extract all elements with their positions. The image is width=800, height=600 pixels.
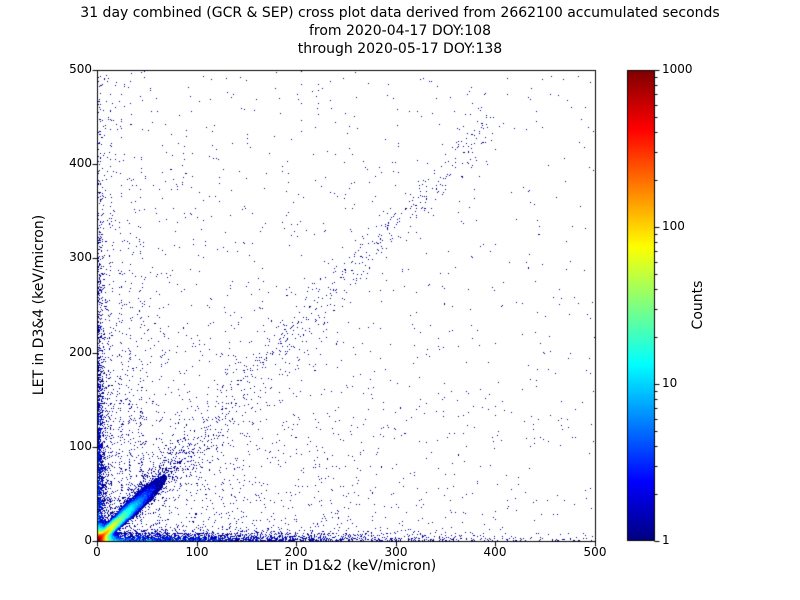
x-axis-label: LET in D1&2 (keV/micron) bbox=[255, 558, 437, 574]
x-tick-label: 300 bbox=[384, 545, 408, 559]
y-tick-label: 300 bbox=[69, 250, 92, 264]
y-axis-label: LET in D3&4 (keV/micron) bbox=[31, 214, 47, 396]
y-tick-label: 100 bbox=[69, 439, 92, 453]
colorbar-tick-label: 1 bbox=[662, 533, 670, 547]
colorbar-tick-label: 100 bbox=[662, 219, 685, 233]
y-tick-label: 200 bbox=[69, 345, 92, 359]
x-tick-label: 400 bbox=[483, 545, 507, 559]
colorbar-label: Counts bbox=[690, 280, 706, 330]
x-tick-label: 0 bbox=[93, 545, 101, 559]
x-tick-label: 500 bbox=[583, 545, 607, 559]
colorbar-tick-label: 1000 bbox=[662, 62, 693, 76]
y-tick-label: 0 bbox=[84, 533, 92, 547]
chart-title-line1: 31 day combined (GCR & SEP) cross plot d… bbox=[80, 5, 720, 21]
chart-title-line3: through 2020-05-17 DOY:138 bbox=[297, 41, 503, 57]
colorbar-tick-label: 10 bbox=[662, 376, 678, 390]
y-tick-label: 400 bbox=[69, 156, 92, 170]
x-tick-label: 100 bbox=[185, 545, 209, 559]
x-tick-label: 200 bbox=[284, 545, 308, 559]
y-tick-label: 500 bbox=[69, 62, 92, 76]
chart-title-line2: from 2020-04-17 DOY:108 bbox=[308, 23, 491, 39]
